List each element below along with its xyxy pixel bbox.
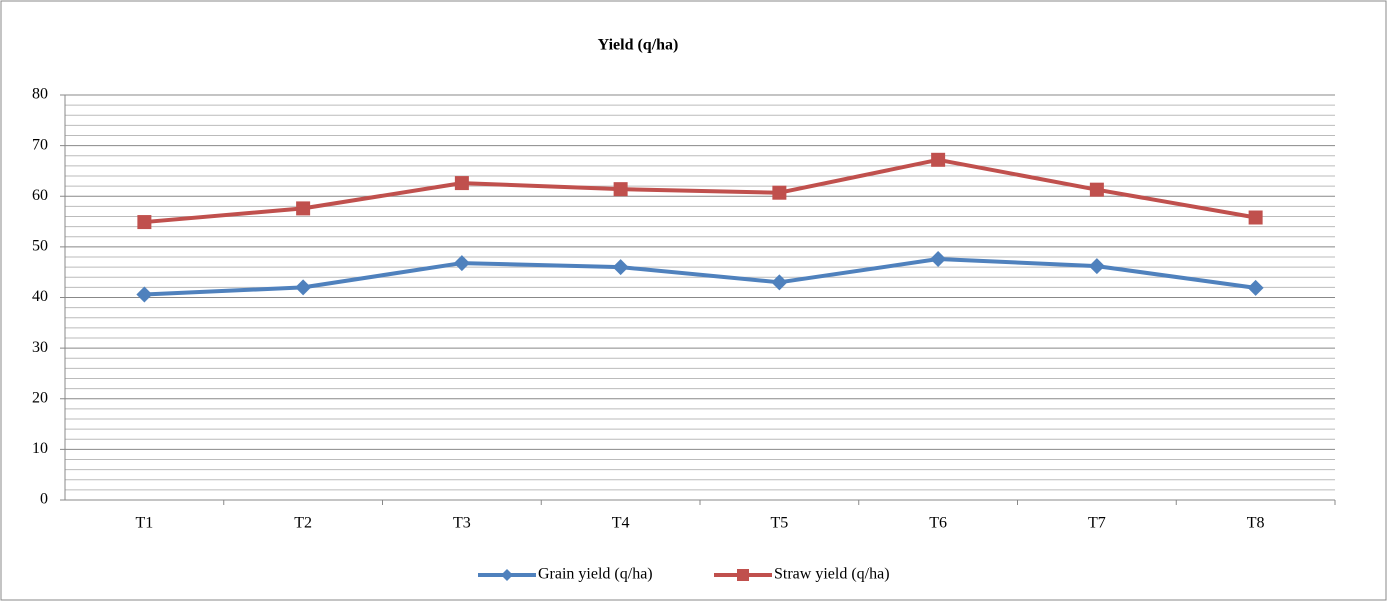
x-tick-label: T1 bbox=[135, 515, 153, 532]
y-tick-label: 10 bbox=[32, 440, 48, 457]
data-point bbox=[1088, 258, 1105, 275]
series-line bbox=[144, 157, 1256, 225]
y-tick-label: 20 bbox=[32, 389, 48, 406]
legend-label: Straw yield (q/ha) bbox=[774, 566, 890, 583]
data-point bbox=[295, 279, 312, 296]
data-point bbox=[136, 286, 153, 303]
data-point bbox=[930, 251, 947, 268]
legend-marker bbox=[737, 569, 749, 581]
y-tick-label: 30 bbox=[32, 339, 48, 356]
data-point bbox=[454, 176, 469, 191]
data-point bbox=[296, 201, 311, 216]
x-tick-label: T7 bbox=[1088, 515, 1106, 532]
data-point bbox=[772, 185, 787, 200]
legend-label: Grain yield (q/ha) bbox=[538, 566, 653, 583]
x-tick-label: T4 bbox=[612, 515, 630, 532]
y-tick-label: 40 bbox=[32, 288, 48, 305]
data-point bbox=[453, 255, 470, 272]
x-tick-label: T8 bbox=[1247, 515, 1265, 532]
legend-marker bbox=[501, 569, 513, 581]
y-tick-label: 70 bbox=[32, 136, 48, 153]
x-tick-label: T3 bbox=[453, 515, 471, 532]
x-tick-label: T5 bbox=[770, 515, 788, 532]
x-tick-label: T2 bbox=[294, 515, 312, 532]
data-point bbox=[1247, 279, 1264, 296]
data-point bbox=[1248, 210, 1263, 225]
y-tick-label: 50 bbox=[32, 238, 48, 255]
y-tick-label: 0 bbox=[40, 491, 48, 508]
y-tick-label: 60 bbox=[32, 187, 48, 204]
x-tick-label: T6 bbox=[929, 515, 947, 532]
data-point bbox=[613, 182, 628, 197]
data-point bbox=[1089, 182, 1104, 197]
data-point bbox=[771, 274, 788, 291]
chart-title: Yield (q/ha) bbox=[598, 37, 679, 54]
data-point bbox=[931, 152, 946, 167]
series-line bbox=[144, 257, 1256, 297]
data-point bbox=[137, 215, 152, 230]
y-tick-label: 80 bbox=[32, 86, 48, 103]
data-point bbox=[612, 259, 629, 276]
